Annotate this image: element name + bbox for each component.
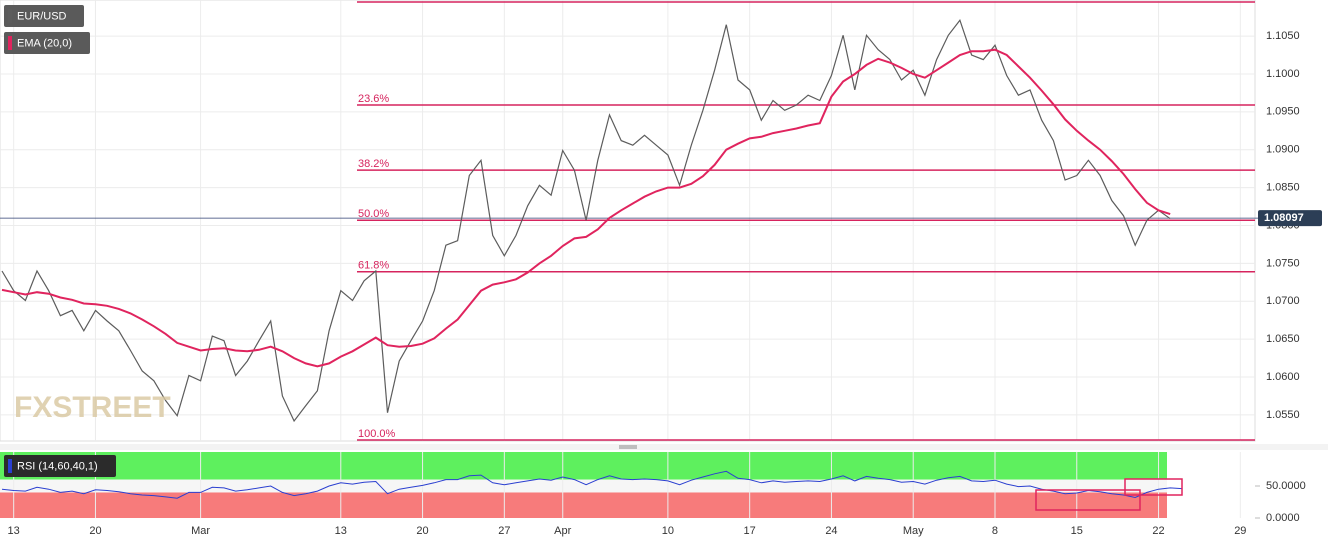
x-tick-label: Mar [191, 525, 210, 537]
y-tick-label: 1.0550 [1266, 409, 1300, 421]
x-tick-label: Apr [554, 525, 571, 537]
legend-swatch [8, 459, 12, 473]
fib-label: 50.0% [358, 208, 389, 220]
y-tick-label: 50.0000 [1266, 480, 1306, 492]
fib-label: 0.0% [358, 0, 383, 2]
rsi-mid-zone [0, 479, 1167, 493]
rsi-upper-zone [0, 452, 1167, 480]
x-tick-label: 13 [335, 525, 347, 537]
price-tag [1258, 210, 1322, 227]
legend-swatch [8, 9, 12, 23]
y-tick-label: 1.0600 [1266, 371, 1300, 383]
price-tag-label: 1.08097 [1264, 212, 1304, 224]
panel-divider[interactable] [0, 444, 1328, 450]
annotation-box [1124, 478, 1183, 496]
y-tick-label: 1.0900 [1266, 144, 1300, 156]
fib-label: 61.8% [358, 260, 389, 272]
series-line [1, 18, 1171, 423]
legend-label: EUR/USD [17, 10, 67, 22]
fib-label: 100.0% [358, 428, 396, 440]
x-tick-label: 13 [8, 525, 20, 537]
x-tick-label: 17 [744, 525, 756, 537]
x-tick-label: 22 [1152, 525, 1164, 537]
y-tick-label: 1.0750 [1266, 257, 1300, 269]
watermark: FXSTREET [14, 391, 171, 424]
legend: EUR/USD EMA (20,0) RSI (14,60,40,1) [4, 5, 116, 477]
y-tick-label: 1.0650 [1266, 333, 1300, 345]
x-tick-label: 20 [89, 525, 101, 537]
y-tick-label: 1.0950 [1266, 106, 1300, 118]
rsi-lower-zone [0, 492, 1167, 518]
y-tick-label: 1.0850 [1266, 182, 1300, 194]
x-tick-label: 8 [992, 525, 998, 537]
x-tick-label: 29 [1234, 525, 1246, 537]
x-tick-label: 27 [498, 525, 510, 537]
series-line [1, 48, 1171, 368]
legend-box[interactable] [4, 32, 90, 54]
x-tick-label: 20 [416, 525, 428, 537]
y-tick-label: 1.1000 [1266, 68, 1300, 80]
legend-box[interactable] [4, 455, 116, 477]
fib-label: 38.2% [358, 158, 389, 170]
x-tick-label: 24 [825, 525, 837, 537]
y-tick-label: 1.0700 [1266, 295, 1300, 307]
x-tick-label: 10 [662, 525, 674, 537]
y-tick-label: 0.0000 [1266, 512, 1300, 524]
legend-swatch [8, 36, 12, 50]
legend-label: EMA (20,0) [17, 37, 72, 49]
x-tick-label: 15 [1071, 525, 1083, 537]
annotation-box [1035, 489, 1141, 511]
legend-box[interactable] [4, 5, 84, 27]
fib-label: 23.6% [358, 93, 389, 105]
rsi-line [1, 470, 1182, 499]
legend-label: RSI (14,60,40,1) [17, 460, 98, 472]
x-tick-label: May [903, 525, 924, 537]
y-tick-label: 1.1050 [1266, 30, 1300, 42]
